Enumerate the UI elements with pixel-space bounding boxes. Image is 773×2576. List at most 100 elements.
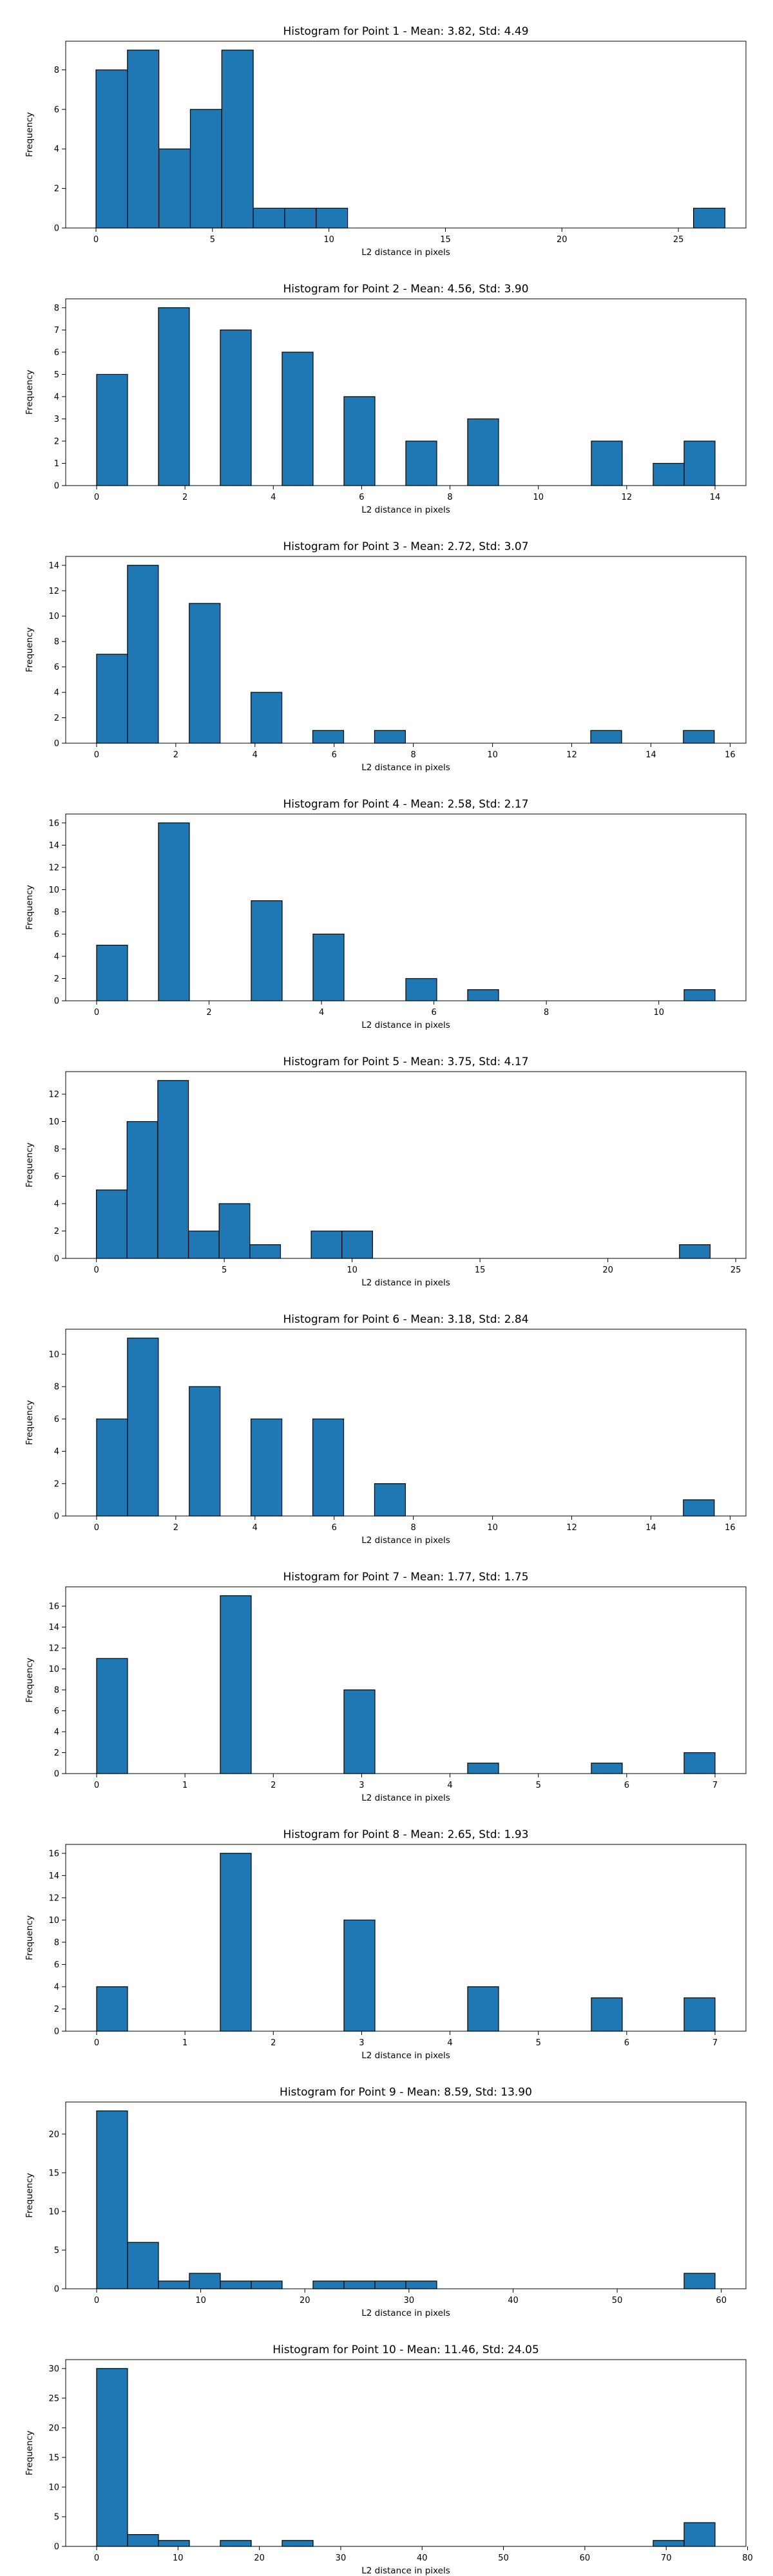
histogram-bar: [343, 1689, 376, 1774]
histogram-bar: [127, 2533, 159, 2547]
histogram-bar: [467, 418, 499, 486]
y-tick-label: 14: [48, 561, 59, 571]
histogram-bar: [253, 207, 285, 229]
x-tick-label: 5: [210, 235, 215, 245]
x-tick-label: 4: [447, 2038, 452, 2048]
histogram-bar: [312, 730, 345, 744]
chart-title: Histogram for Point 6 - Mean: 3.18, Std:…: [283, 1313, 528, 1326]
x-axis-label: L2 distance in pixels: [361, 2050, 450, 2061]
histogram-bar: [374, 2280, 406, 2289]
y-axis-label: Frequency: [24, 1658, 35, 1703]
x-tick-label: 10: [653, 1008, 664, 1018]
y-tick-label: 2: [54, 437, 59, 446]
y-tick-label: 5: [54, 370, 59, 380]
x-tick-label: 5: [222, 1265, 227, 1275]
x-tick-label: 25: [730, 1265, 741, 1275]
histogram-bar: [467, 1763, 499, 1774]
y-tick-label: 8: [54, 1145, 59, 1155]
y-axis-label: Frequency: [24, 1400, 35, 1445]
y-tick-label: 0: [54, 1255, 59, 1264]
histogram-chart-8: Histogram for Point 8 - Mean: 2.65, Std:…: [24, 1828, 747, 2061]
y-axis-label: Frequency: [24, 2173, 35, 2218]
y-tick-label: 10: [48, 1117, 59, 1127]
chart-title: Histogram for Point 9 - Mean: 8.59, Std:…: [280, 2086, 532, 2099]
y-tick-label: 4: [54, 688, 59, 698]
x-tick-label: 4: [253, 1523, 258, 1533]
histogram-bar: [683, 1997, 716, 2032]
y-tick-label: 12: [48, 1090, 59, 1100]
chart-title: Histogram for Point 10 - Mean: 11.46, St…: [272, 2344, 539, 2356]
histogram-chart-9: Histogram for Point 9 - Mean: 8.59, Std:…: [24, 2086, 747, 2318]
histogram-bar: [126, 1121, 158, 1259]
histogram-bar: [96, 1658, 128, 1774]
y-tick-label: 8: [54, 1938, 59, 1947]
x-tick-label: 4: [271, 493, 276, 502]
y-tick-label: 25: [48, 2394, 59, 2403]
histogram-bar: [653, 2540, 685, 2547]
x-tick-label: 5: [536, 1781, 541, 1790]
y-tick-label: 6: [54, 1415, 59, 1425]
histogram-bar: [158, 148, 191, 229]
histogram-chart-6: Histogram for Point 6 - Mean: 3.18, Std:…: [24, 1313, 747, 1546]
y-tick-label: 14: [48, 1871, 59, 1881]
y-tick-label: 10: [48, 1665, 59, 1674]
x-tick-label: 0: [94, 1781, 99, 1790]
histogram-bar: [220, 1853, 252, 2032]
y-tick-label: 2: [54, 1748, 59, 1758]
y-tick-label: 2: [54, 184, 59, 194]
x-tick-label: 7: [712, 2038, 718, 2048]
y-axis-label: Frequency: [24, 627, 35, 672]
y-tick-label: 6: [54, 1707, 59, 1716]
histogram-chart-3: Histogram for Point 3 - Mean: 2.72, Std:…: [24, 540, 747, 773]
histogram-bar: [158, 307, 190, 486]
x-tick-label: 0: [94, 2296, 99, 2306]
x-tick-label: 0: [94, 1523, 99, 1533]
y-tick-label: 0: [54, 2543, 59, 2552]
y-tick-label: 16: [48, 1849, 59, 1859]
histogram-bar: [343, 396, 376, 486]
x-tick-label: 12: [622, 493, 633, 502]
x-axis-label: L2 distance in pixels: [361, 2308, 450, 2318]
histogram-bar: [96, 374, 128, 486]
x-tick-label: 60: [580, 2553, 591, 2563]
histogram-bar: [220, 1595, 252, 1774]
y-tick-label: 0: [54, 1512, 59, 1522]
x-tick-label: 0: [94, 493, 99, 502]
y-tick-label: 8: [54, 1686, 59, 1696]
histogram-chart-10: Histogram for Point 10 - Mean: 11.46, St…: [24, 2344, 753, 2576]
chart-title: Histogram for Point 7 - Mean: 1.77, Std:…: [283, 1571, 528, 1584]
y-tick-label: 30: [48, 2364, 59, 2374]
x-tick-label: 0: [94, 2553, 99, 2563]
y-tick-label: 10: [48, 2207, 59, 2217]
y-tick-label: 0: [54, 997, 59, 1007]
y-axis-label: Frequency: [24, 1142, 35, 1188]
x-tick-label: 3: [359, 2038, 364, 2048]
histogram-bar: [96, 1418, 128, 1517]
y-tick-label: 6: [54, 348, 59, 357]
x-tick-label: 0: [94, 750, 99, 760]
y-tick-label: 8: [54, 907, 59, 917]
histogram-bar: [310, 1230, 343, 1259]
x-tick-label: 20: [602, 1265, 613, 1275]
histogram-bar: [312, 933, 345, 1001]
histogram-bar: [683, 440, 716, 486]
plot-frame: [65, 813, 747, 1001]
histogram-bar: [158, 2540, 190, 2547]
histogram-bar: [127, 565, 159, 744]
x-tick-label: 10: [323, 235, 334, 245]
x-tick-label: 1: [182, 2038, 187, 2048]
x-tick-label: 2: [271, 2038, 276, 2048]
x-tick-label: 6: [624, 2038, 629, 2048]
x-tick-label: 30: [336, 2553, 347, 2563]
x-tick-label: 20: [557, 235, 568, 245]
histogram-chart-2: Histogram for Point 2 - Mean: 4.56, Std:…: [24, 283, 747, 515]
histogram-bar: [187, 1230, 220, 1259]
plot-frame: [65, 1071, 747, 1259]
histogram-bar: [343, 1919, 376, 2032]
x-tick-label: 7: [712, 1781, 718, 1790]
y-tick-label: 3: [54, 415, 59, 424]
histogram-chart-5: Histogram for Point 5 - Mean: 3.75, Std:…: [24, 1056, 747, 1288]
histogram-bar: [683, 730, 715, 744]
x-tick-label: 6: [332, 750, 337, 760]
histogram-bar: [653, 462, 685, 486]
